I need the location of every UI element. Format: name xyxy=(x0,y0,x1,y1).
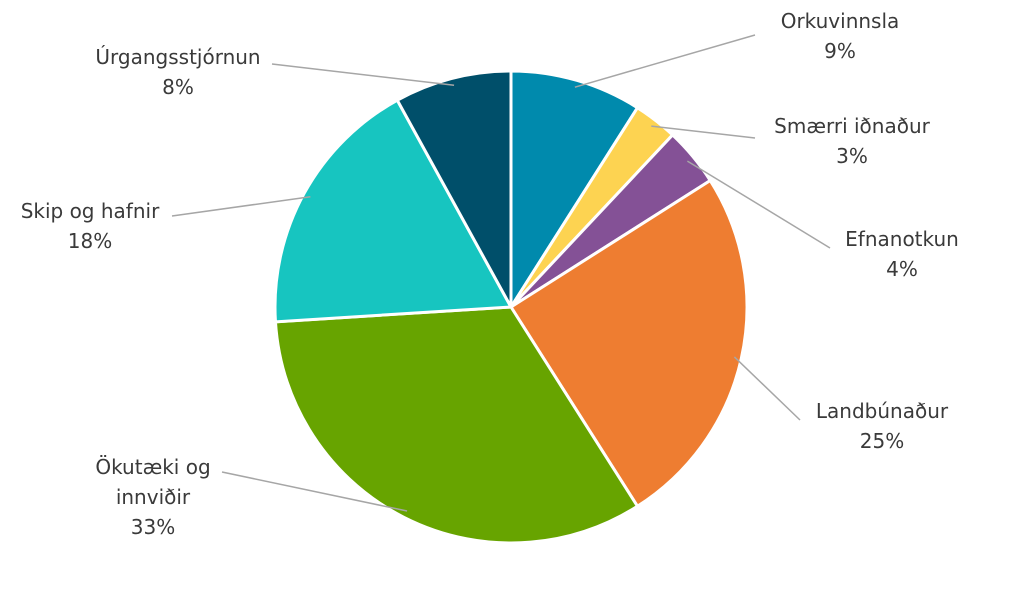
value-label: 8% xyxy=(162,75,194,99)
category-name: Orkuvinnsla xyxy=(780,9,900,33)
leader-line xyxy=(686,160,831,249)
leader-line xyxy=(271,63,455,87)
leader-line xyxy=(574,34,756,88)
pie-slice xyxy=(273,98,514,324)
pie-slice xyxy=(508,178,749,509)
slice-label: Ökutæki og innviðir 33% xyxy=(83,452,223,542)
category-name: Ökutæki og innviðir xyxy=(95,455,211,509)
value-label: 3% xyxy=(836,144,868,168)
value-label: 4% xyxy=(886,257,918,281)
leader-line xyxy=(221,471,408,512)
pie-slice xyxy=(509,69,640,313)
category-name: Landbúnaður xyxy=(815,399,949,423)
slice-label: Landbúnaður 25% xyxy=(792,396,972,456)
slice-label: Efnanotkun 4% xyxy=(822,224,982,284)
category-name: Skip og hafnir xyxy=(20,199,160,223)
category-name: Úrgangsstjórnun xyxy=(95,45,261,69)
value-label: 25% xyxy=(859,429,905,453)
value-label: 33% xyxy=(130,515,176,539)
slice-label: Úrgangsstjórnun 8% xyxy=(92,42,264,102)
pie-slice xyxy=(273,305,640,545)
pie-slice xyxy=(395,69,513,308)
leader-line xyxy=(651,125,756,139)
slice-label: Skip og hafnir 18% xyxy=(0,196,180,256)
slice-label: Smærri iðnaður 3% xyxy=(742,111,962,171)
category-name: Smærri iðnaður xyxy=(774,114,930,138)
value-label: 9% xyxy=(824,39,856,63)
category-name: Efnanotkun xyxy=(845,227,959,251)
slice-label: Orkuvinnsla 9% xyxy=(740,6,940,66)
leader-line xyxy=(733,356,801,421)
value-label: 18% xyxy=(67,229,113,253)
leader-line xyxy=(171,195,311,217)
